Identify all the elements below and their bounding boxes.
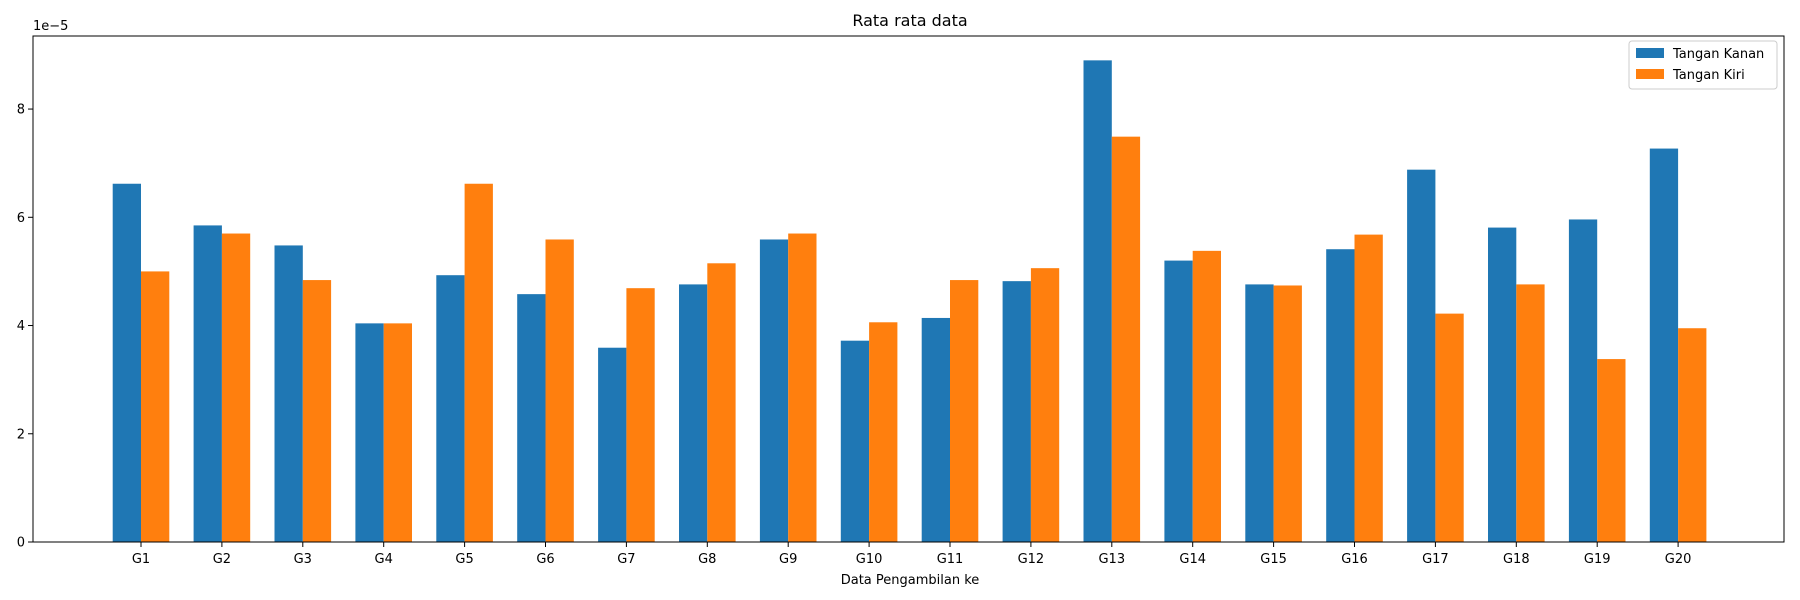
x-tick-label-g13: G13 (1098, 552, 1125, 567)
y-tick-label: 2 (17, 427, 25, 442)
bar-tangan-kanan-g1 (112, 183, 141, 542)
bar-tangan-kiri-g7 (626, 288, 655, 542)
bar-tangan-kiri-g13 (1111, 136, 1141, 543)
bar-tangan-kiri-g19 (1597, 359, 1626, 542)
bar-tangan-kanan-g6 (517, 294, 546, 542)
x-tick-label-g10: G10 (856, 552, 883, 567)
bar-tangan-kiri-g12 (1030, 268, 1060, 542)
bar-tangan-kanan-g2 (193, 225, 222, 543)
bar-tangan-kiri-g15 (1273, 285, 1302, 542)
bar-tangan-kiri-g9 (788, 233, 817, 542)
y-axis: 0 2 4 6 8 (17, 103, 33, 551)
bar-tangan-kanan-g18 (1488, 227, 1517, 542)
legend-box (1628, 40, 1778, 90)
legend-swatch-tangan-kanan (1636, 48, 1664, 58)
bar-tangan-kiri-g2 (221, 233, 251, 542)
bar-tangan-kiri-g4 (383, 323, 412, 542)
bar-tangan-kiri-g10 (869, 322, 898, 542)
x-tick-label-g15: G15 (1260, 552, 1287, 567)
bar-tangan-kanan-g3 (274, 245, 303, 542)
bar-tangan-kanan-g16 (1326, 249, 1355, 543)
bar-tangan-kanan-g10 (840, 340, 870, 542)
x-tick-label-g12: G12 (1018, 552, 1045, 567)
x-tick-label-g14: G14 (1179, 552, 1206, 567)
y-tick-label: 4 (17, 319, 25, 334)
bar-tangan-kanan-g19 (1568, 219, 1598, 543)
x-tick-label-g20: G20 (1665, 552, 1692, 567)
x-tick-label-g18: G18 (1503, 552, 1530, 567)
legend: Tangan Kanan Tangan Kiri (1628, 40, 1778, 90)
y-tick-label: 0 (17, 536, 25, 551)
legend-swatch-tangan-kiri (1636, 69, 1664, 79)
x-tick-label-g8: G8 (698, 552, 716, 567)
x-tick-label-g16: G16 (1341, 552, 1368, 567)
bars-group (112, 60, 1707, 543)
y-tick-label: 6 (17, 211, 25, 226)
bar-tangan-kanan-g14 (1164, 260, 1193, 542)
x-axis-label: Data Pengambilan ke (841, 573, 980, 588)
bar-tangan-kiri-g16 (1354, 234, 1383, 543)
bar-tangan-kiri-g14 (1192, 250, 1221, 543)
bar-tangan-kanan-g11 (921, 317, 950, 542)
bar-tangan-kanan-g4 (355, 323, 384, 542)
x-tick-label-g19: G19 (1584, 552, 1611, 567)
x-tick-label-g6: G6 (536, 552, 554, 567)
x-tick-label-g11: G11 (937, 552, 964, 567)
bar-tangan-kiri-g18 (1516, 284, 1545, 542)
bar-tangan-kiri-g17 (1435, 313, 1464, 542)
x-tick-label-g3: G3 (294, 552, 312, 567)
bar-tangan-kiri-g5 (464, 183, 493, 542)
x-tick-label-g1: G1 (132, 552, 150, 567)
x-tick-label-g4: G4 (375, 552, 393, 567)
bar-tangan-kiri-g11 (950, 280, 979, 542)
bar-tangan-kiri-g1 (141, 271, 170, 542)
bar-tangan-kanan-g8 (679, 284, 708, 542)
bar-tangan-kanan-g17 (1407, 169, 1436, 542)
bar-tangan-kanan-g7 (598, 347, 627, 542)
bar-tangan-kiri-g8 (707, 263, 736, 542)
bar-tangan-kanan-g20 (1649, 148, 1679, 543)
y-offset-label: 1e−5 (33, 19, 68, 34)
bar-tangan-kanan-g5 (436, 275, 465, 542)
bar-tangan-kanan-g15 (1245, 284, 1274, 542)
x-tick-label-g2: G2 (213, 552, 231, 567)
y-tick-label: 8 (17, 103, 25, 118)
bar-tangan-kiri-g20 (1678, 328, 1707, 542)
legend-label-tangan-kiri: Tangan Kiri (1672, 68, 1745, 83)
bar-tangan-kanan-g13 (1083, 60, 1112, 543)
x-tick-label-g7: G7 (617, 552, 635, 567)
bar-tangan-kiri-g3 (302, 280, 332, 542)
bar-tangan-kanan-g12 (1002, 281, 1031, 542)
bar-tangan-kanan-g9 (759, 239, 789, 542)
x-axis: G1 G2 G3 G4 G5 G6 G7 G8 G9 G10 G11 G12 G13 G14 G15 G16 G… (132, 542, 1692, 567)
legend-label-tangan-kanan: Tangan Kanan (1672, 47, 1764, 62)
x-tick-label-g9: G9 (779, 552, 797, 567)
bar-tangan-kiri-g6 (545, 239, 574, 542)
x-tick-label-g17: G17 (1422, 552, 1449, 567)
x-tick-label-g5: G5 (455, 552, 473, 567)
plot-frame (32, 35, 1785, 543)
chart-title: Rata rata data (852, 11, 967, 30)
